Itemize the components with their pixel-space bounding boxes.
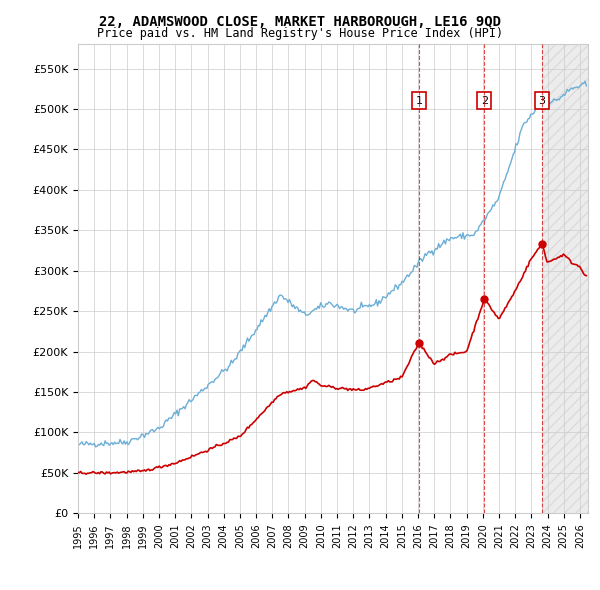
Text: 2: 2 <box>481 96 488 106</box>
Text: Price paid vs. HM Land Registry's House Price Index (HPI): Price paid vs. HM Land Registry's House … <box>97 27 503 40</box>
Bar <box>542 44 588 513</box>
Text: 22, ADAMSWOOD CLOSE, MARKET HARBOROUGH, LE16 9QD: 22, ADAMSWOOD CLOSE, MARKET HARBOROUGH, … <box>99 15 501 29</box>
Text: 3: 3 <box>539 96 545 106</box>
Text: 1: 1 <box>415 96 422 106</box>
